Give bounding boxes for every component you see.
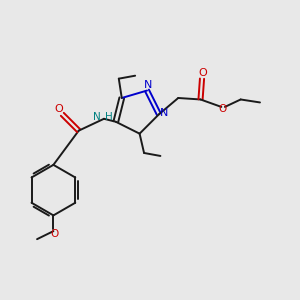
Text: O: O	[54, 104, 63, 114]
Text: H: H	[105, 112, 112, 122]
Text: N: N	[160, 108, 169, 118]
Text: O: O	[218, 104, 226, 114]
Text: O: O	[198, 68, 207, 78]
Text: N: N	[93, 112, 101, 122]
Text: N: N	[144, 80, 153, 90]
Text: O: O	[50, 229, 58, 239]
